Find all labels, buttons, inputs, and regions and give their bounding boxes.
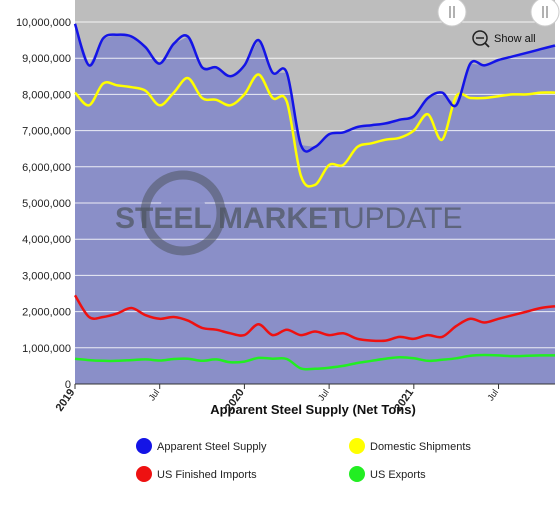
legend-marker (349, 438, 365, 454)
x-tick-label: Jul (316, 387, 331, 402)
y-tick-label: 8,000,000 (22, 89, 71, 101)
y-tick-label: 0 (65, 379, 71, 391)
y-tick-label: 6,000,000 (22, 162, 71, 174)
legend-label: Domestic Shipments (370, 441, 471, 453)
y-tick-label: 9,000,000 (22, 53, 71, 65)
watermark-word-3: UPDATE (343, 202, 462, 235)
x-tick-label: Jul (485, 387, 500, 402)
legend-item-apparent-steel-supply[interactable]: Apparent Steel Supply (136, 438, 267, 454)
watermark-logo-icon (140, 170, 226, 256)
watermark-word-1: STEEL (115, 202, 212, 235)
y-tick-label: 7,000,000 (22, 126, 71, 138)
y-axis: 0 1,000,000 2,000,000 3,000,000 4,000,000 5,0… (16, 17, 71, 391)
navigator-handle-left[interactable] (437, 0, 467, 27)
legend-item-us-finished-imports[interactable]: US Finished Imports (136, 466, 257, 482)
watermark-word-2: MARKET (218, 202, 346, 235)
y-tick-label: 5,000,000 (22, 198, 71, 210)
legend-marker (136, 438, 152, 454)
y-tick-label: 2,000,000 (22, 307, 71, 319)
series-line-domestic-shipments (74, 73, 556, 188)
navigator-handle-right[interactable] (530, 0, 560, 27)
y-tick-label: 10,000,000 (16, 17, 71, 29)
legend-label: US Finished Imports (157, 469, 257, 481)
legend-item-domestic-shipments[interactable]: Domestic Shipments (349, 438, 471, 454)
y-tick-label: 1,000,000 (22, 343, 71, 355)
x-tick-label: 2019 (54, 387, 78, 414)
chart-title: Apparent Steel Supply (Net Tons) (210, 402, 416, 417)
series-line-apparent-steel-supply (73, 23, 556, 153)
unselected-region (75, 22, 555, 147)
show-all-button[interactable]: Show all (472, 30, 536, 48)
watermark: STEEL MARKET UPDATE (115, 170, 462, 256)
y-tick-label: 3,000,000 (22, 270, 71, 282)
x-tick-label: Jul (147, 387, 162, 402)
show-all-label: Show all (494, 33, 536, 45)
legend-marker (349, 466, 365, 482)
series-line-us-finished-imports (73, 294, 556, 343)
y-tick-label: 4,000,000 (22, 234, 71, 246)
navigator-band (75, 0, 555, 22)
zoom-out-icon (472, 30, 488, 46)
legend-item-us-exports[interactable]: US Exports (349, 466, 426, 482)
series-line-us-exports (74, 353, 556, 371)
plot-area (73, 0, 556, 385)
legend: Apparent Steel Supply Domestic Shipments U… (136, 438, 471, 482)
legend-label: US Exports (370, 469, 426, 481)
legend-marker (136, 466, 152, 482)
legend-label: Apparent Steel Supply (157, 441, 267, 453)
